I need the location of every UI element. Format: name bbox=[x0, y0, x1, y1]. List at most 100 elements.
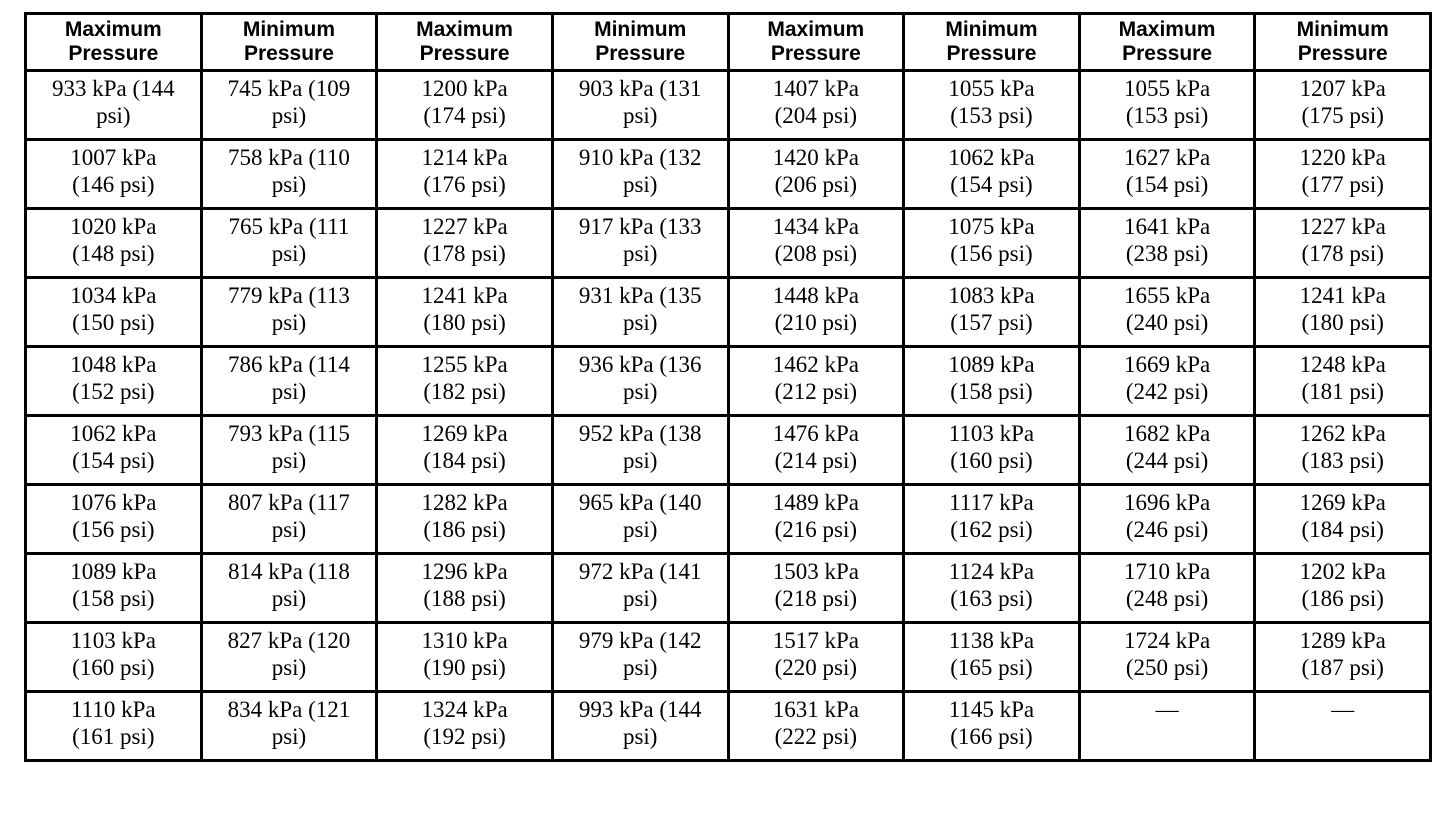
table-cell: 1503 kPa (218 psi) bbox=[726, 552, 906, 625]
table-cell: 917 kPa (133 psi) bbox=[550, 207, 730, 280]
pressure-table-head: Maximum Pressure Minimum Pressure Maximum … bbox=[24, 11, 1432, 73]
table-cell: 1214 kPa (176 psi) bbox=[375, 138, 554, 211]
table-cell: 1227 kPa (178 psi) bbox=[1253, 207, 1432, 280]
table-row: 1048 kPa (152 psi) 786 kPa (114 psi) 1255 … bbox=[24, 345, 1432, 418]
table-cell: 1076 kPa (156 psi) bbox=[24, 483, 203, 556]
table-cell: 965 kPa (140 psi) bbox=[550, 483, 730, 556]
table-cell: 1407 kPa (204 psi) bbox=[726, 69, 906, 142]
table-cell: — bbox=[1077, 690, 1257, 763]
table-cell: 972 kPa (141 psi) bbox=[550, 552, 730, 625]
table-cell: 827 kPa (120 psi) bbox=[199, 621, 379, 694]
table-cell: 933 kPa (144 psi) bbox=[24, 69, 203, 142]
table-cell: 1448 kPa (210 psi) bbox=[726, 276, 906, 349]
table-cell: 1289 kPa (187 psi) bbox=[1253, 621, 1432, 694]
table-cell: 1476 kPa (214 psi) bbox=[726, 414, 906, 487]
column-header: Minimum Pressure bbox=[902, 11, 1081, 73]
table-row: 1062 kPa (154 psi) 793 kPa (115 psi) 1269 … bbox=[24, 414, 1432, 487]
table-cell: 1089 kPa (158 psi) bbox=[24, 552, 203, 625]
table-cell: 1310 kPa (190 psi) bbox=[375, 621, 554, 694]
table-cell: 758 kPa (110 psi) bbox=[199, 138, 379, 211]
table-row: 1110 kPa (161 psi) 834 kPa (121 psi) 1324 … bbox=[24, 690, 1432, 763]
table-row: 933 kPa (144 psi) 745 kPa (109 psi) 1200 k… bbox=[24, 69, 1432, 142]
table-cell: 1434 kPa (208 psi) bbox=[726, 207, 906, 280]
table-cell: 1062 kPa (154 psi) bbox=[24, 414, 203, 487]
table-cell: 1296 kPa (188 psi) bbox=[375, 552, 554, 625]
table-cell: 1696 kPa (246 psi) bbox=[1077, 483, 1257, 556]
table-cell: 1420 kPa (206 psi) bbox=[726, 138, 906, 211]
table-cell: 793 kPa (115 psi) bbox=[199, 414, 379, 487]
table-cell: 814 kPa (118 psi) bbox=[199, 552, 379, 625]
table-cell: 1241 kPa (180 psi) bbox=[375, 276, 554, 349]
table-cell: 745 kPa (109 psi) bbox=[199, 69, 379, 142]
table-cell: 1103 kPa (160 psi) bbox=[24, 621, 203, 694]
table-cell: — bbox=[1253, 690, 1432, 763]
table-cell: 1083 kPa (157 psi) bbox=[902, 276, 1081, 349]
column-header: Minimum Pressure bbox=[1253, 11, 1432, 73]
table-cell: 779 kPa (113 psi) bbox=[199, 276, 379, 349]
table-cell: 1724 kPa (250 psi) bbox=[1077, 621, 1257, 694]
column-header: Maximum Pressure bbox=[726, 11, 906, 73]
table-row: 1007 kPa (146 psi) 758 kPa (110 psi) 1214 … bbox=[24, 138, 1432, 211]
table-cell: 834 kPa (121 psi) bbox=[199, 690, 379, 763]
pressure-table: Maximum Pressure Minimum Pressure Maximum … bbox=[24, 11, 1432, 763]
table-cell: 1324 kPa (192 psi) bbox=[375, 690, 554, 763]
table-cell: 1241 kPa (180 psi) bbox=[1253, 276, 1432, 349]
table-row: 1020 kPa (148 psi) 765 kPa (111 psi) 1227 … bbox=[24, 207, 1432, 280]
table-cell: 1110 kPa (161 psi) bbox=[24, 690, 203, 763]
pressure-table-body: 933 kPa (144 psi) 745 kPa (109 psi) 1200 k… bbox=[24, 69, 1432, 763]
table-cell: 910 kPa (132 psi) bbox=[550, 138, 730, 211]
table-cell: 1669 kPa (242 psi) bbox=[1077, 345, 1257, 418]
column-header: Maximum Pressure bbox=[1077, 11, 1257, 73]
table-cell: 1641 kPa (238 psi) bbox=[1077, 207, 1257, 280]
table-cell: 1207 kPa (175 psi) bbox=[1253, 69, 1432, 142]
table-cell: 1048 kPa (152 psi) bbox=[24, 345, 203, 418]
table-cell: 1269 kPa (184 psi) bbox=[1253, 483, 1432, 556]
table-cell: 903 kPa (131 psi) bbox=[550, 69, 730, 142]
table-cell: 807 kPa (117 psi) bbox=[199, 483, 379, 556]
table-cell: 1145 kPa (166 psi) bbox=[902, 690, 1081, 763]
table-cell: 1710 kPa (248 psi) bbox=[1077, 552, 1257, 625]
table-cell: 1655 kPa (240 psi) bbox=[1077, 276, 1257, 349]
table-cell: 1200 kPa (174 psi) bbox=[375, 69, 554, 142]
table-cell: 952 kPa (138 psi) bbox=[550, 414, 730, 487]
table-cell: 931 kPa (135 psi) bbox=[550, 276, 730, 349]
table-cell: 1062 kPa (154 psi) bbox=[902, 138, 1081, 211]
table-cell: 1124 kPa (163 psi) bbox=[902, 552, 1081, 625]
table-cell: 1682 kPa (244 psi) bbox=[1077, 414, 1257, 487]
table-cell: 1627 kPa (154 psi) bbox=[1077, 138, 1257, 211]
table-cell: 993 kPa (144 psi) bbox=[550, 690, 730, 763]
table-cell: 1220 kPa (177 psi) bbox=[1253, 138, 1432, 211]
table-cell: 1138 kPa (165 psi) bbox=[902, 621, 1081, 694]
table-cell: 1075 kPa (156 psi) bbox=[902, 207, 1081, 280]
table-cell: 1255 kPa (182 psi) bbox=[375, 345, 554, 418]
table-cell: 1007 kPa (146 psi) bbox=[24, 138, 203, 211]
table-cell: 786 kPa (114 psi) bbox=[199, 345, 379, 418]
table-cell: 1269 kPa (184 psi) bbox=[375, 414, 554, 487]
table-row: 1034 kPa (150 psi) 779 kPa (113 psi) 1241 … bbox=[24, 276, 1432, 349]
table-cell: 765 kPa (111 psi) bbox=[199, 207, 379, 280]
column-header: Minimum Pressure bbox=[199, 11, 379, 73]
column-header: Maximum Pressure bbox=[375, 11, 554, 73]
table-cell: 1055 kPa (153 psi) bbox=[902, 69, 1081, 142]
table-cell: 1034 kPa (150 psi) bbox=[24, 276, 203, 349]
table-cell: 1227 kPa (178 psi) bbox=[375, 207, 554, 280]
table-cell: 1489 kPa (216 psi) bbox=[726, 483, 906, 556]
table-cell: 1055 kPa (153 psi) bbox=[1077, 69, 1257, 142]
table-cell: 979 kPa (142 psi) bbox=[550, 621, 730, 694]
table-cell: 1103 kPa (160 psi) bbox=[902, 414, 1081, 487]
table-cell: 1089 kPa (158 psi) bbox=[902, 345, 1081, 418]
column-header: Minimum Pressure bbox=[550, 11, 730, 73]
table-row: 1076 kPa (156 psi) 807 kPa (117 psi) 1282 … bbox=[24, 483, 1432, 556]
table-cell: 1631 kPa (222 psi) bbox=[726, 690, 906, 763]
table-row: 1103 kPa (160 psi) 827 kPa (120 psi) 1310 … bbox=[24, 621, 1432, 694]
table-cell: 1020 kPa (148 psi) bbox=[24, 207, 203, 280]
table-cell: 936 kPa (136 psi) bbox=[550, 345, 730, 418]
table-cell: 1202 kPa (186 psi) bbox=[1253, 552, 1432, 625]
table-cell: 1282 kPa (186 psi) bbox=[375, 483, 554, 556]
header-row: Maximum Pressure Minimum Pressure Maximum … bbox=[24, 11, 1432, 73]
table-cell: 1117 kPa (162 psi) bbox=[902, 483, 1081, 556]
table-row: 1089 kPa (158 psi) 814 kPa (118 psi) 1296 … bbox=[24, 552, 1432, 625]
column-header: Maximum Pressure bbox=[24, 11, 203, 73]
table-cell: 1248 kPa (181 psi) bbox=[1253, 345, 1432, 418]
